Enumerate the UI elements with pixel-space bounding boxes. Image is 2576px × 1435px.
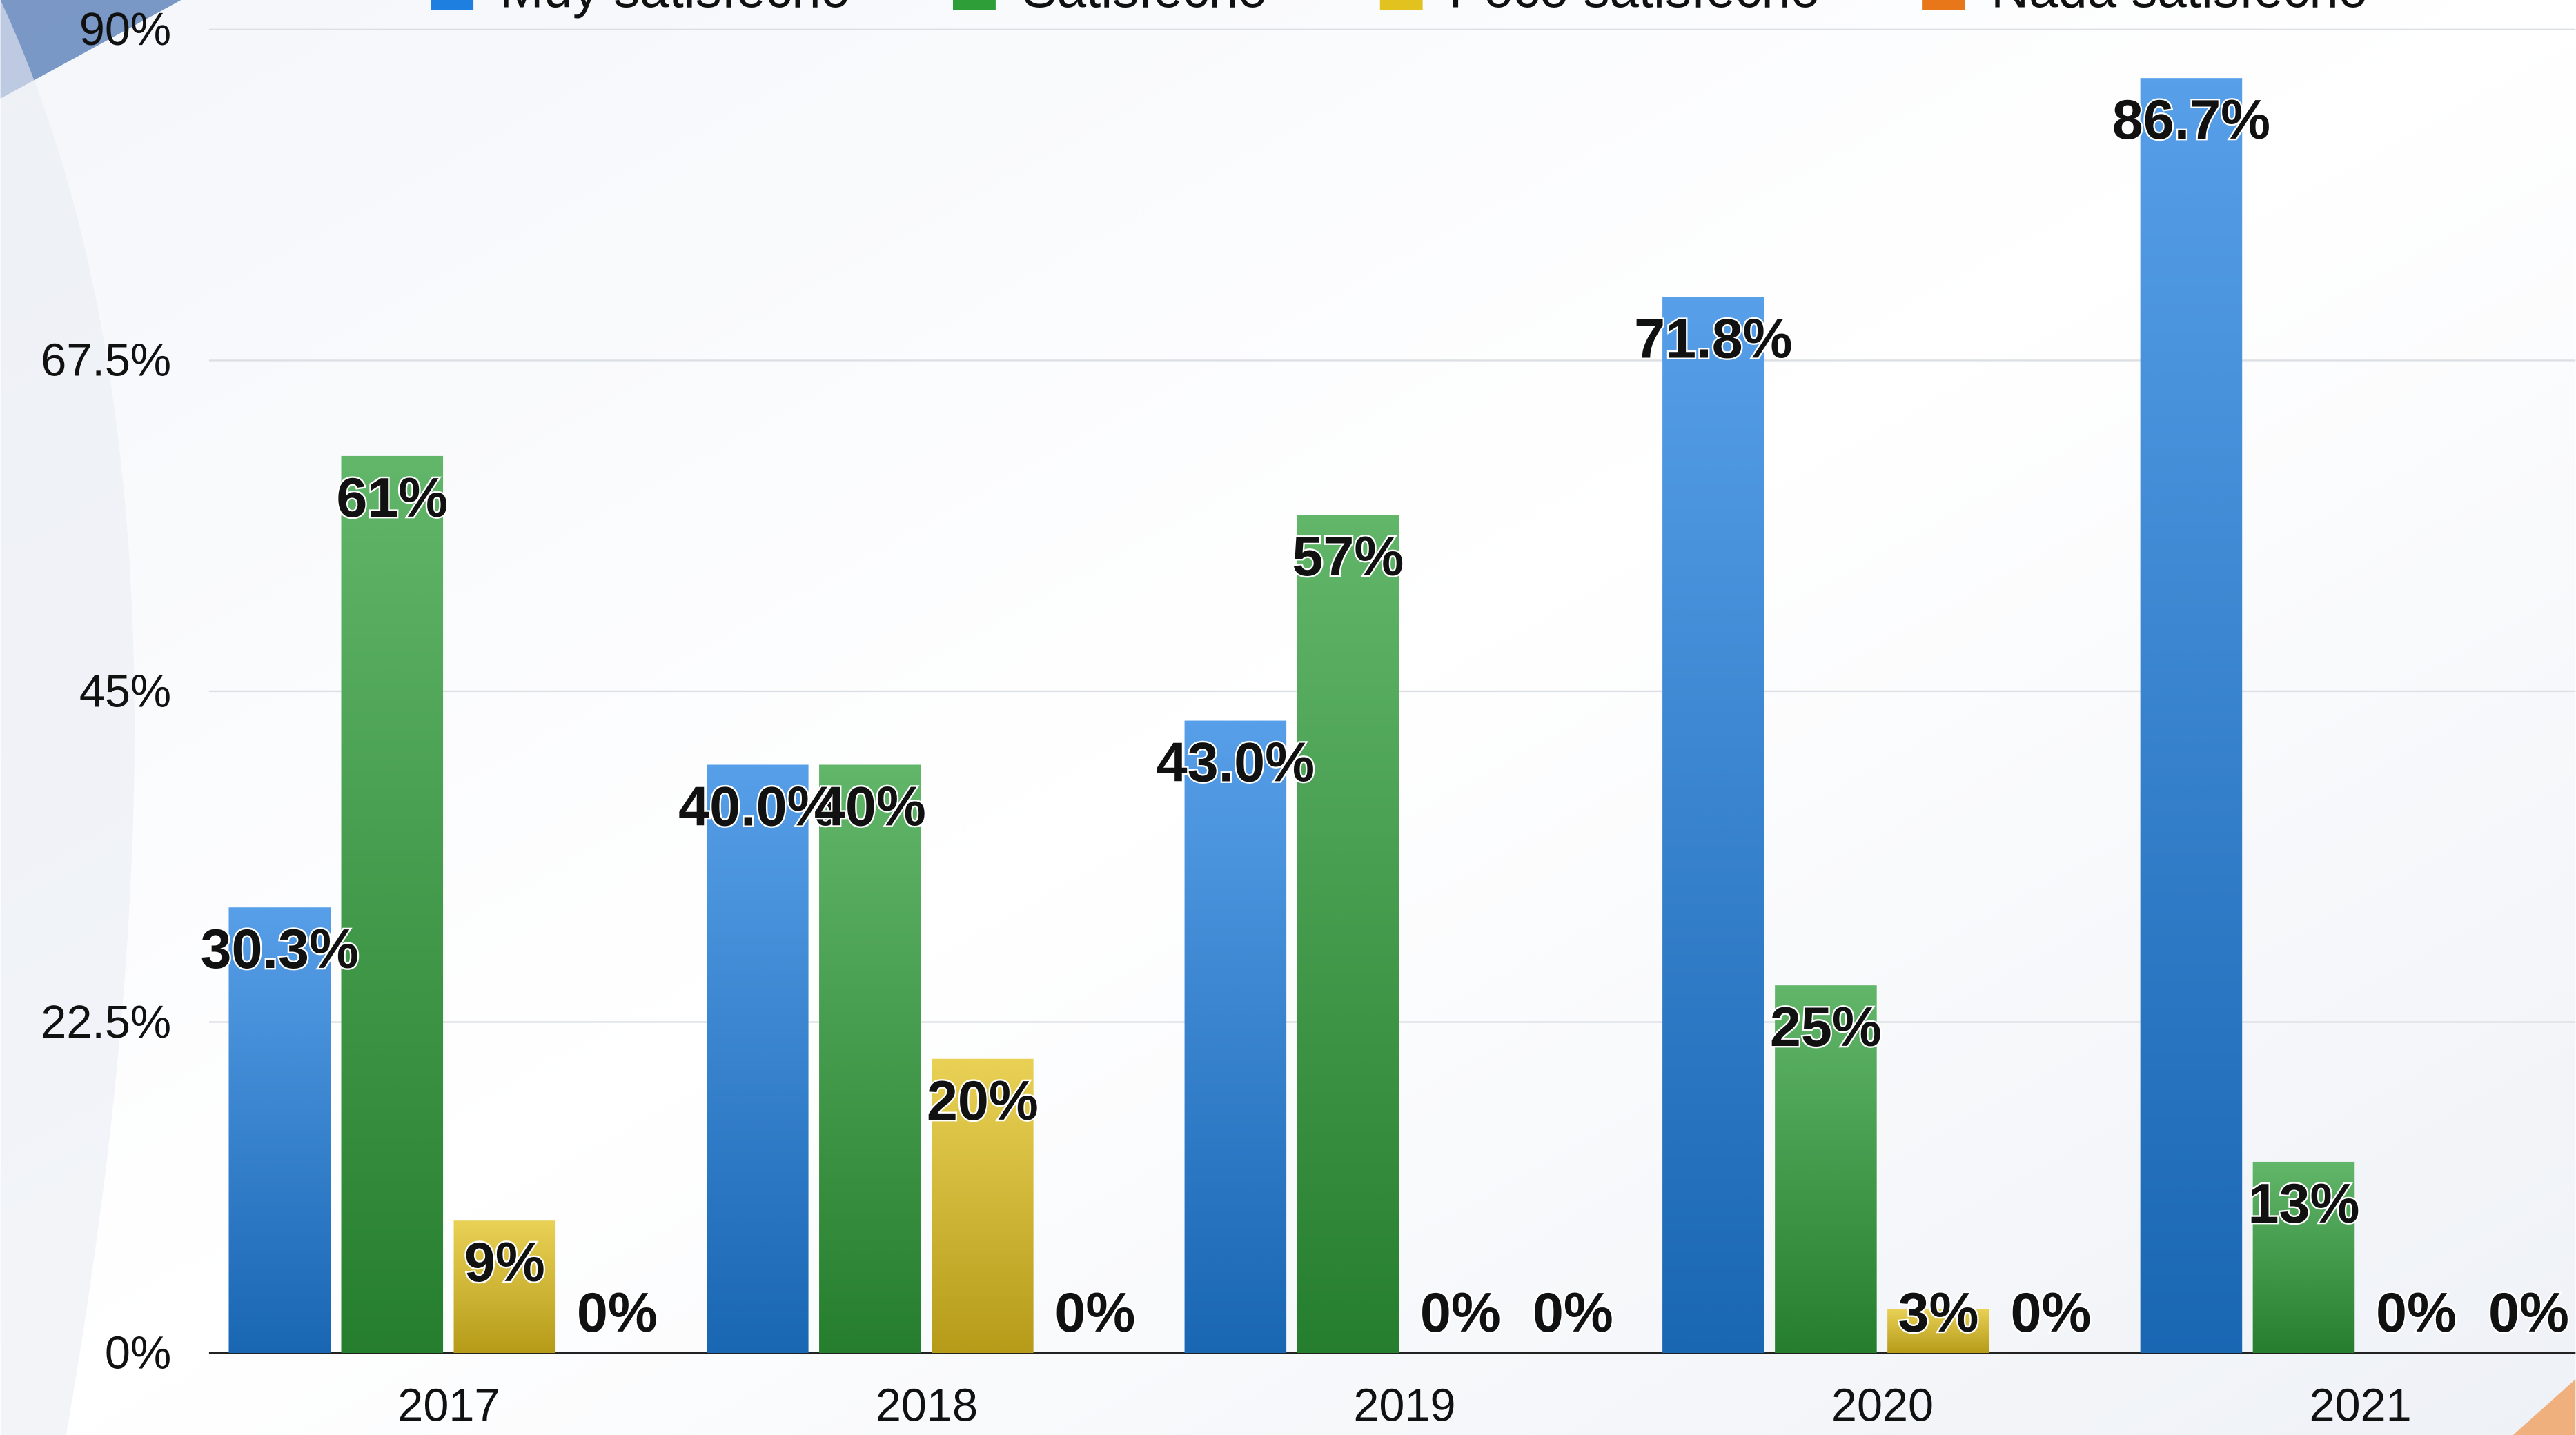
bar (341, 455, 444, 1354)
bar (228, 907, 331, 1354)
corner-decoration (2513, 1379, 2576, 1435)
bar (1887, 1309, 1989, 1354)
bar (1662, 297, 1764, 1354)
value-label: 0% (2488, 1282, 2569, 1344)
value-label: 40.0% (678, 775, 836, 838)
value-label: 43.0% (1157, 732, 1315, 794)
value-label: 0% (1533, 1282, 1613, 1344)
bar (2140, 78, 2243, 1354)
legend-swatch (1922, 0, 1965, 10)
value-label: 9% (464, 1231, 545, 1294)
value-label: 0% (2010, 1282, 2091, 1344)
legend-label: Satisfecho (1022, 0, 1268, 19)
value-label: 61% (336, 467, 448, 529)
bar (932, 1058, 1034, 1354)
x-tick-label: 2017 (397, 1380, 500, 1432)
legend-label: Nada satisfecho (1991, 0, 2368, 19)
value-label: 30.3% (201, 918, 359, 980)
bar (453, 1220, 556, 1354)
legend-label: Muy satisfecho (500, 0, 850, 19)
bar (1775, 985, 1877, 1354)
y-tick-label: 67.5% (41, 335, 171, 386)
x-tick-label: 2021 (2309, 1380, 2411, 1432)
bar (707, 764, 809, 1354)
bar (1184, 720, 1287, 1354)
legend-swatch (953, 0, 996, 10)
bar (819, 764, 921, 1354)
y-tick-label: 22.5% (41, 997, 171, 1048)
value-label: 0% (577, 1282, 658, 1344)
value-label: 25% (1770, 996, 1882, 1058)
bar (1297, 515, 1399, 1354)
value-label: 0% (2376, 1282, 2457, 1344)
value-label: 40% (814, 775, 926, 838)
y-tick-label: 0% (105, 1327, 171, 1378)
value-label: 3% (1898, 1282, 1978, 1344)
y-tick-label: 45% (79, 666, 171, 717)
legend-label: Poco satisfecho (1449, 0, 1820, 19)
value-label: 0% (1054, 1282, 1135, 1344)
value-label: 57% (1292, 526, 1404, 588)
x-tick-label: 2019 (1353, 1380, 1455, 1432)
x-tick-label: 2018 (876, 1380, 978, 1432)
bar (2252, 1161, 2355, 1354)
value-label: 13% (2248, 1173, 2359, 1235)
value-label: 20% (927, 1070, 1039, 1132)
value-label: 86.7% (2112, 89, 2270, 151)
legend-swatch (431, 0, 474, 10)
legend-swatch (1379, 0, 1423, 10)
x-tick-label: 2020 (1831, 1380, 1934, 1432)
swoosh (0, 0, 135, 1435)
value-label: 71.8% (1634, 308, 1792, 370)
y-tick-label: 90% (79, 4, 171, 55)
value-label: 0% (1420, 1282, 1501, 1344)
